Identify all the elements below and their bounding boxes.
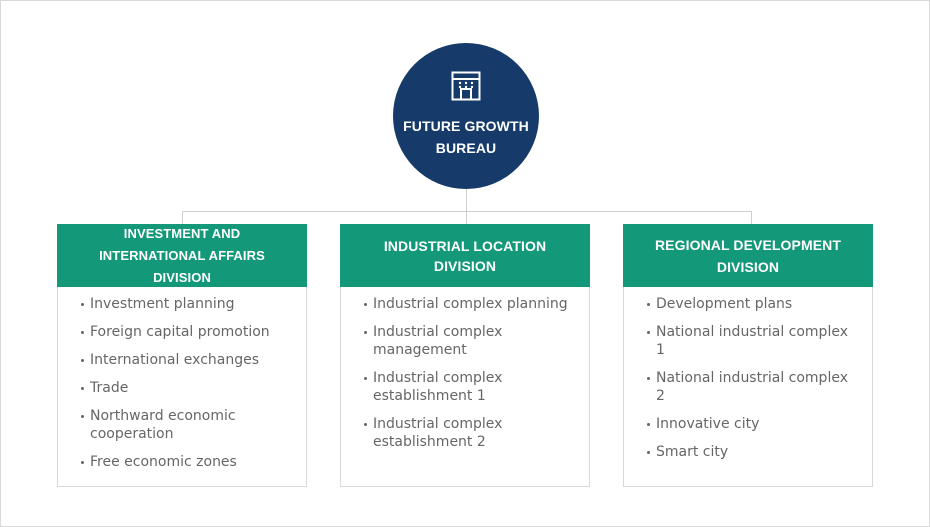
list-item: Free economic zones (58, 453, 306, 471)
connector-left (182, 211, 183, 224)
list-item: Northward economic cooperation (58, 407, 306, 443)
bureau-circle: FUTURE GROWTH BUREAU (393, 43, 539, 189)
list-item: Innovative city (624, 415, 872, 433)
building-icon (451, 71, 481, 101)
division-items: Development plans National industrial co… (624, 287, 872, 461)
list-item: National industrial complex 1 (624, 323, 872, 359)
division-investment: INVESTMENT AND INTERNATIONAL AFFAIRS DIV… (57, 224, 307, 487)
list-item: Industrial complex establishment 1 (341, 369, 589, 405)
list-item: Trade (58, 379, 306, 397)
connector-center (466, 211, 467, 224)
connector-horizontal (182, 211, 752, 212)
division-title: INDUSTRIAL LOCATION DIVISION (383, 237, 547, 274)
connector-vertical-main (466, 189, 467, 211)
list-item: Development plans (624, 295, 872, 313)
bureau-title: FUTURE GROWTH BUREAU (403, 118, 529, 156)
division-title: INVESTMENT AND INTERNATIONAL AFFAIRS DIV… (99, 225, 265, 285)
division-title: REGIONAL DEVELOPMENT DIVISION (654, 236, 842, 275)
list-item: Industrial complex management (341, 323, 589, 359)
division-header: REGIONAL DEVELOPMENT DIVISION (623, 224, 873, 287)
division-industrial-location: INDUSTRIAL LOCATION DIVISION Industrial … (340, 224, 590, 487)
division-header: INDUSTRIAL LOCATION DIVISION (340, 224, 590, 287)
division-items: Investment planning Foreign capital prom… (58, 287, 306, 471)
list-item: Smart city (624, 443, 872, 461)
list-item: International exchanges (58, 351, 306, 369)
list-item: National industrial complex 2 (624, 369, 872, 405)
list-item: Industrial complex establishment 2 (341, 415, 589, 451)
list-item: Foreign capital promotion (58, 323, 306, 341)
division-regional-development: REGIONAL DEVELOPMENT DIVISION Developmen… (623, 224, 873, 487)
division-header: INVESTMENT AND INTERNATIONAL AFFAIRS DIV… (57, 224, 307, 287)
connector-right (751, 211, 752, 224)
list-item: Industrial complex planning (341, 295, 589, 313)
division-items: Industrial complex planning Industrial c… (341, 287, 589, 451)
list-item: Investment planning (58, 295, 306, 313)
